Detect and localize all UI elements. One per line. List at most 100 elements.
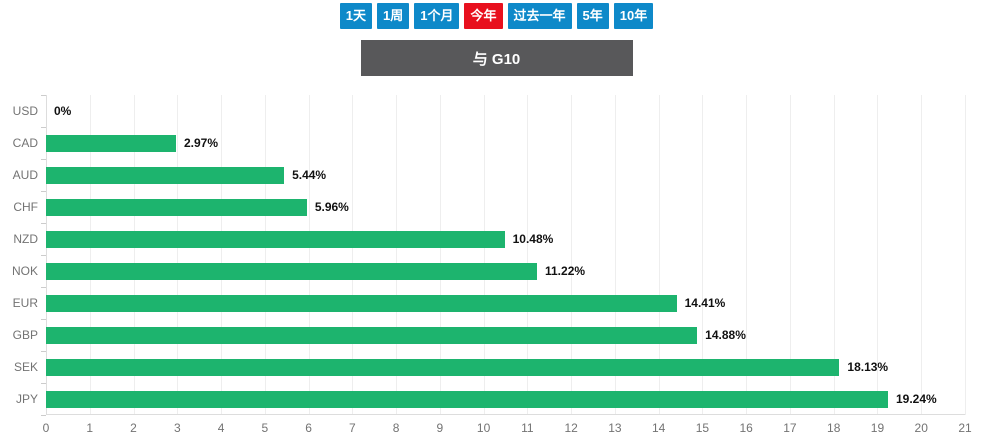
period-toolbar: 1天 1周 1个月 今年 过去一年 5年 10年 — [0, 3, 993, 29]
category-label: USD — [12, 104, 38, 118]
period-button-10y[interactable]: 10年 — [613, 3, 654, 29]
bar-value-label: 0% — [54, 104, 72, 118]
x-tick-label: 15 — [695, 421, 710, 435]
category-label: JPY — [15, 392, 38, 406]
x-tick-label: 13 — [608, 421, 622, 435]
gridline — [877, 95, 879, 415]
bar-row-chf: CHF 5.96% — [13, 191, 965, 223]
category-axis-tick — [41, 223, 46, 224]
x-tick-label: 16 — [739, 421, 753, 435]
x-tick-label: 7 — [348, 421, 356, 435]
gridline — [352, 95, 354, 415]
bar-value-label: 19.24% — [895, 392, 937, 406]
bar-row-usd: USD 0% — [13, 95, 965, 127]
gridline — [439, 95, 441, 415]
period-button-1m[interactable]: 1个月 — [414, 3, 460, 29]
chart-title: 与 G10 — [472, 50, 521, 68]
period-button-5y[interactable]: 5年 — [576, 3, 609, 29]
x-axis: 0 1 2 3 4 5 6 7 8 9 10 11 12 13 14 15 16 17 18 19 20 21 — [42, 419, 972, 437]
gridline — [177, 95, 179, 415]
category-axis-tick — [41, 415, 46, 416]
category-label: CHF — [13, 200, 38, 214]
category-label: NZD — [13, 232, 38, 246]
x-tick-label: 10 — [476, 421, 491, 435]
x-tick-label: 9 — [436, 421, 444, 435]
period-button-1y[interactable]: 过去一年 — [507, 3, 572, 29]
bar-cad — [46, 134, 176, 152]
bar-value-label: 2.97% — [183, 136, 218, 150]
gridline — [527, 95, 529, 415]
bar-nok — [46, 262, 537, 280]
category-axis-tick — [41, 255, 46, 256]
g10-bar-chart-plot: USD 0% CAD 2.97% AUD 5.44% CHF 5.96% NZD 10.48% NO… — [12, 95, 966, 416]
chart-title-bar: 与 G10 — [360, 40, 633, 76]
bar-jpy — [46, 390, 888, 408]
gridline — [483, 95, 485, 415]
category-label: SEK — [13, 360, 38, 374]
bar-row-aud: AUD 5.44% — [13, 159, 965, 191]
gridline — [921, 95, 923, 415]
x-tick-label: 20 — [914, 421, 928, 435]
x-tick-label: 2 — [130, 421, 137, 435]
gridline — [308, 95, 310, 415]
bar-value-label: 11.22% — [545, 264, 586, 278]
bar-row-nok: NOK 11.22% — [12, 255, 965, 287]
gridline — [833, 95, 835, 415]
gridline — [89, 95, 91, 415]
bar-value-label: 14.41% — [684, 296, 726, 310]
category-axis-tick — [41, 319, 46, 320]
category-label: EUR — [12, 296, 38, 310]
category-axis-tick — [41, 383, 46, 384]
bar-sek — [46, 358, 840, 376]
x-tick-label: 4 — [217, 421, 225, 435]
x-tick-label: 14 — [651, 421, 666, 435]
gridline — [396, 95, 398, 415]
bar-row-eur: EUR 14.41% — [13, 287, 965, 319]
bar-nzd — [46, 230, 505, 248]
bar-aud — [46, 166, 285, 184]
bar-chf — [46, 198, 307, 216]
gridline — [746, 95, 748, 415]
x-tick-label: 21 — [958, 421, 972, 435]
gridline — [221, 95, 223, 415]
x-tick-label: 8 — [392, 421, 400, 435]
category-axis-tick — [41, 191, 46, 192]
category-label: NOK — [11, 264, 38, 278]
period-button-1w[interactable]: 1周 — [377, 3, 410, 29]
category-axis-tick — [41, 127, 46, 128]
x-tick-label: 0 — [42, 421, 50, 435]
bar-row-cad: CAD 2.97% — [13, 127, 965, 159]
x-tick-label: 11 — [521, 421, 534, 435]
x-tick-label: 5 — [261, 421, 269, 435]
period-button-ytd[interactable]: 今年 — [464, 3, 503, 29]
bar-row-sek: SEK 18.13% — [14, 351, 965, 383]
bar-value-label: 18.13% — [847, 360, 889, 374]
category-label: GBP — [12, 328, 38, 342]
bar-value-label: 10.48% — [512, 232, 554, 246]
gridline — [571, 95, 573, 415]
x-tick-label: 12 — [564, 421, 578, 435]
x-tick-label: 17 — [783, 421, 797, 435]
category-axis-tick — [41, 159, 46, 160]
period-button-1d[interactable]: 1天 — [339, 3, 373, 29]
bar-gbp — [46, 326, 698, 344]
category-axis-tick — [41, 95, 46, 96]
bar-value-label: 14.88% — [705, 328, 746, 342]
category-label: AUD — [12, 168, 38, 182]
gridline — [264, 95, 266, 415]
gridline — [789, 95, 791, 415]
bar-row-jpy: JPY 19.24% — [16, 383, 965, 415]
bar-row-nzd: NZD 10.48% — [13, 223, 965, 255]
gridline — [614, 95, 616, 415]
x-tick-label: 18 — [827, 421, 841, 435]
x-tick-label: 19 — [870, 421, 885, 435]
gridline — [658, 95, 660, 415]
gridline — [133, 95, 135, 415]
bar-value-label: 5.96% — [314, 200, 349, 214]
bar-eur — [46, 294, 677, 312]
gridline — [965, 95, 966, 415]
x-tick-label: 3 — [173, 421, 181, 435]
y-axis-line — [46, 95, 47, 415]
gridline — [702, 95, 704, 415]
